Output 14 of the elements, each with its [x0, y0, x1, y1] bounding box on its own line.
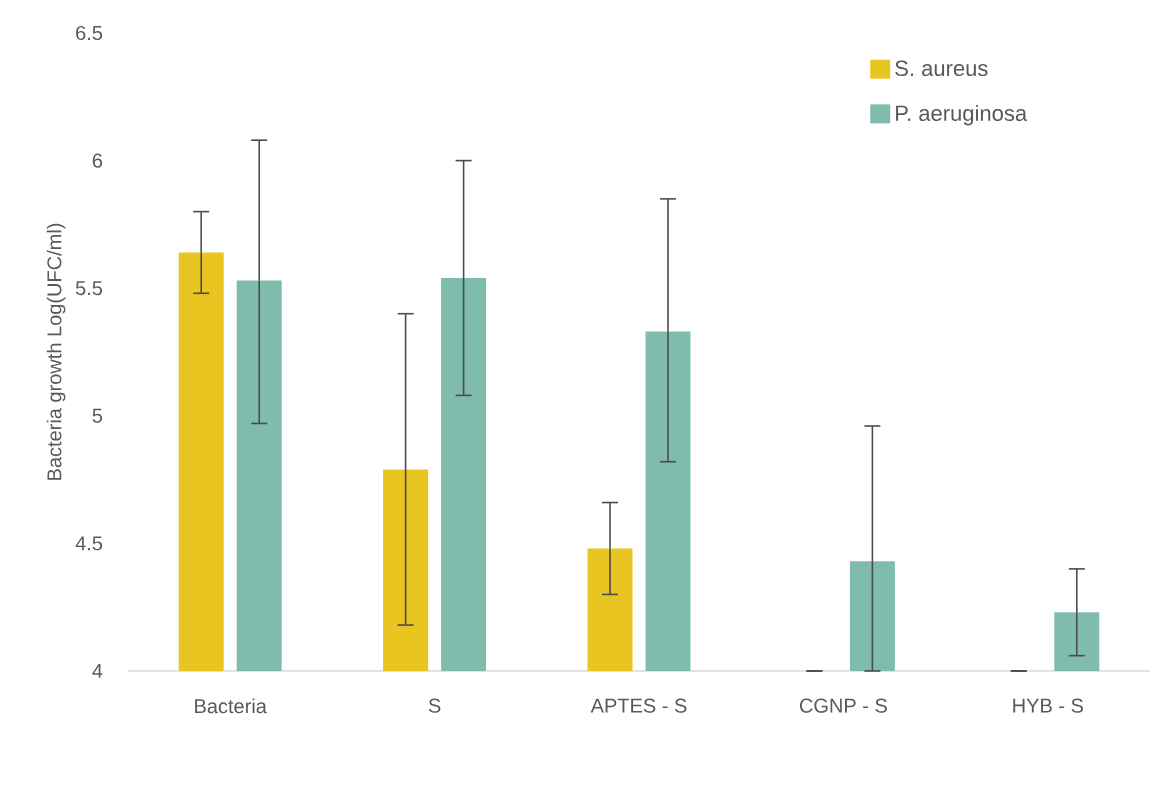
x-tick-label: HYB - S: [1013, 698, 1083, 713]
x-tick-label: S: [428, 698, 441, 713]
y-tick-label: 4: [92, 664, 103, 678]
legend-label: P. aeruginosa: [896, 104, 1028, 126]
x-tick-label: APTES - S: [590, 698, 687, 713]
y-axis-title: Bacteria growth Log(UFC/ml): [46, 223, 66, 480]
y-tick-label: 4.5: [75, 536, 103, 551]
x-tick-label: CGNP - S: [799, 698, 887, 713]
x-tick-label: Bacteria: [195, 698, 267, 714]
y-tick-label: 6.5: [76, 25, 103, 41]
y-tick-label: 6: [92, 153, 103, 168]
y-tick-label: 5.5: [75, 281, 103, 296]
y-tick-label: 5: [92, 408, 103, 423]
legend-label: S. aureus: [895, 60, 988, 77]
